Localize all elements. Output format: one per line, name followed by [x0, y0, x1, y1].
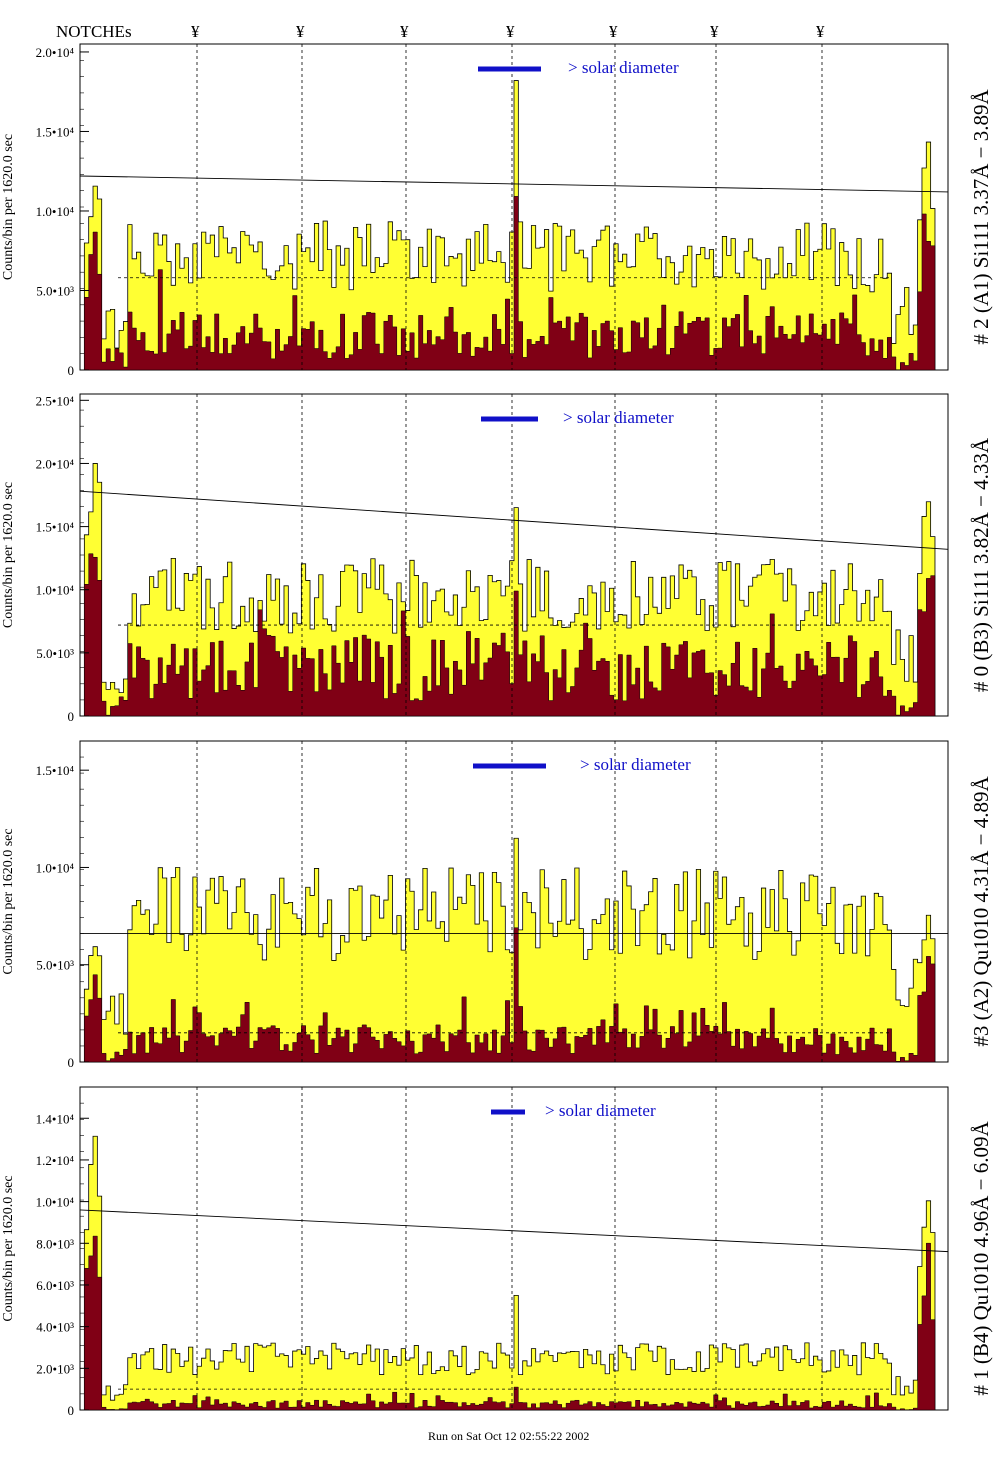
y-tick-label: 1.5•10⁴: [36, 520, 75, 535]
y-tick-label: 1.0•10⁴: [36, 860, 75, 875]
trend-line: [79, 1209, 949, 1253]
background-counts-histogram: [80, 553, 948, 717]
panel-channel-label: # 0 (B3) Si111 3.82Å − 4.33Å: [969, 437, 993, 692]
y-tick-label: 1.0•10⁴: [36, 204, 75, 219]
notch-markers: ¥ ¥ ¥ ¥ ¥ ¥ ¥: [191, 22, 825, 41]
trend-line: [79, 175, 949, 193]
notch-marker: ¥: [400, 22, 409, 41]
histogram-panel: 0 2.0•10³ 4.0•10³ 6.0•10³ 8.0•10³ 1.0•10⁴ 1.2•…: [1, 1086, 993, 1418]
y-axis-label: Counts/bin per 1620.0 sec: [1, 482, 16, 628]
notch-marker: ¥: [506, 22, 515, 41]
notch-marker: ¥: [710, 22, 719, 41]
y-tick-label: 1.4•10⁴: [36, 1111, 75, 1126]
y-tick-label: 2.0•10³: [36, 1361, 74, 1376]
y-axis-label: Counts/bin per 1620.0 sec: [1, 828, 16, 974]
y-tick-label: 1.0•10⁴: [36, 1195, 75, 1210]
y-tick-label: 4.0•10³: [36, 1320, 74, 1335]
solar-diameter-annotation: > solar diameter: [580, 755, 691, 774]
panel-channel-label: # 2 (A1) Si111 3.37Å − 3.89Å: [969, 89, 993, 345]
background-counts-histogram: [80, 1235, 948, 1411]
y-tick-label: 1.5•10⁴: [36, 763, 75, 778]
total-counts-histogram: [80, 463, 948, 717]
solar-diameter-annotation: > solar diameter: [563, 408, 674, 427]
histogram-panels: 0 5.0•10³ 1.0•10⁴ 1.5•10⁴ 2.0•10⁴ Counts/bin …: [1, 43, 993, 1418]
background-counts-histogram: [80, 927, 948, 1063]
notch-marker: ¥: [191, 22, 200, 41]
y-tick-label: 1.5•10⁴: [36, 124, 75, 139]
background-counts-histogram: [80, 196, 948, 371]
y-tick-label: 0: [68, 1403, 75, 1418]
histogram-panel: 0 5.0•10³ 1.0•10⁴ 1.5•10⁴ 2.0•10⁴ 2.5•10⁴ Coun…: [1, 393, 993, 724]
notches-header: NOTCHEs: [56, 22, 132, 41]
y-tick-label: 0: [68, 363, 75, 378]
y-tick-label: 2.0•10⁴: [36, 45, 75, 60]
y-tick-label: 0: [68, 709, 75, 724]
notch-marker: ¥: [609, 22, 618, 41]
solar-diameter-annotation: > solar diameter: [545, 1101, 656, 1120]
footer-timestamp: Run on Sat Oct 12 02:55:22 2002: [428, 1429, 589, 1443]
histogram-panel: 0 5.0•10³ 1.0•10⁴ 1.5•10⁴ Counts/bin per 162…: [1, 740, 993, 1070]
notch-marker: ¥: [296, 22, 305, 41]
panel-channel-label: # 1 (B4) Qu1010 4.96Å − 6.09Å: [969, 1121, 993, 1396]
solar-diameter-annotation: > solar diameter: [568, 58, 679, 77]
total-counts-histogram: [80, 1135, 948, 1411]
y-tick-label: 5.0•10³: [36, 958, 74, 973]
y-tick-label: 6.0•10³: [36, 1278, 74, 1293]
y-axis-label: Counts/bin per 1620.0 sec: [1, 134, 16, 280]
notch-marker: ¥: [816, 22, 825, 41]
trend-line: [79, 490, 949, 550]
panel-channel-label: #3 (A2) Qu1010 4.31Å − 4.89Å: [969, 776, 993, 1047]
y-tick-label: 1.2•10⁴: [36, 1153, 75, 1168]
histogram-panel: 0 5.0•10³ 1.0•10⁴ 1.5•10⁴ 2.0•10⁴ Counts/bin …: [1, 43, 993, 378]
y-tick-label: 1.0•10⁴: [36, 583, 75, 598]
y-tick-label: 5.0•10³: [36, 646, 74, 661]
y-tick-label: 5.0•10³: [36, 283, 74, 298]
y-tick-label: 2.0•10⁴: [36, 456, 75, 471]
y-tick-label: 8.0•10³: [36, 1236, 74, 1251]
y-axis-label: Counts/bin per 1620.0 sec: [1, 1175, 16, 1321]
y-tick-label: 2.5•10⁴: [36, 393, 75, 408]
y-tick-label: 0: [68, 1055, 75, 1070]
